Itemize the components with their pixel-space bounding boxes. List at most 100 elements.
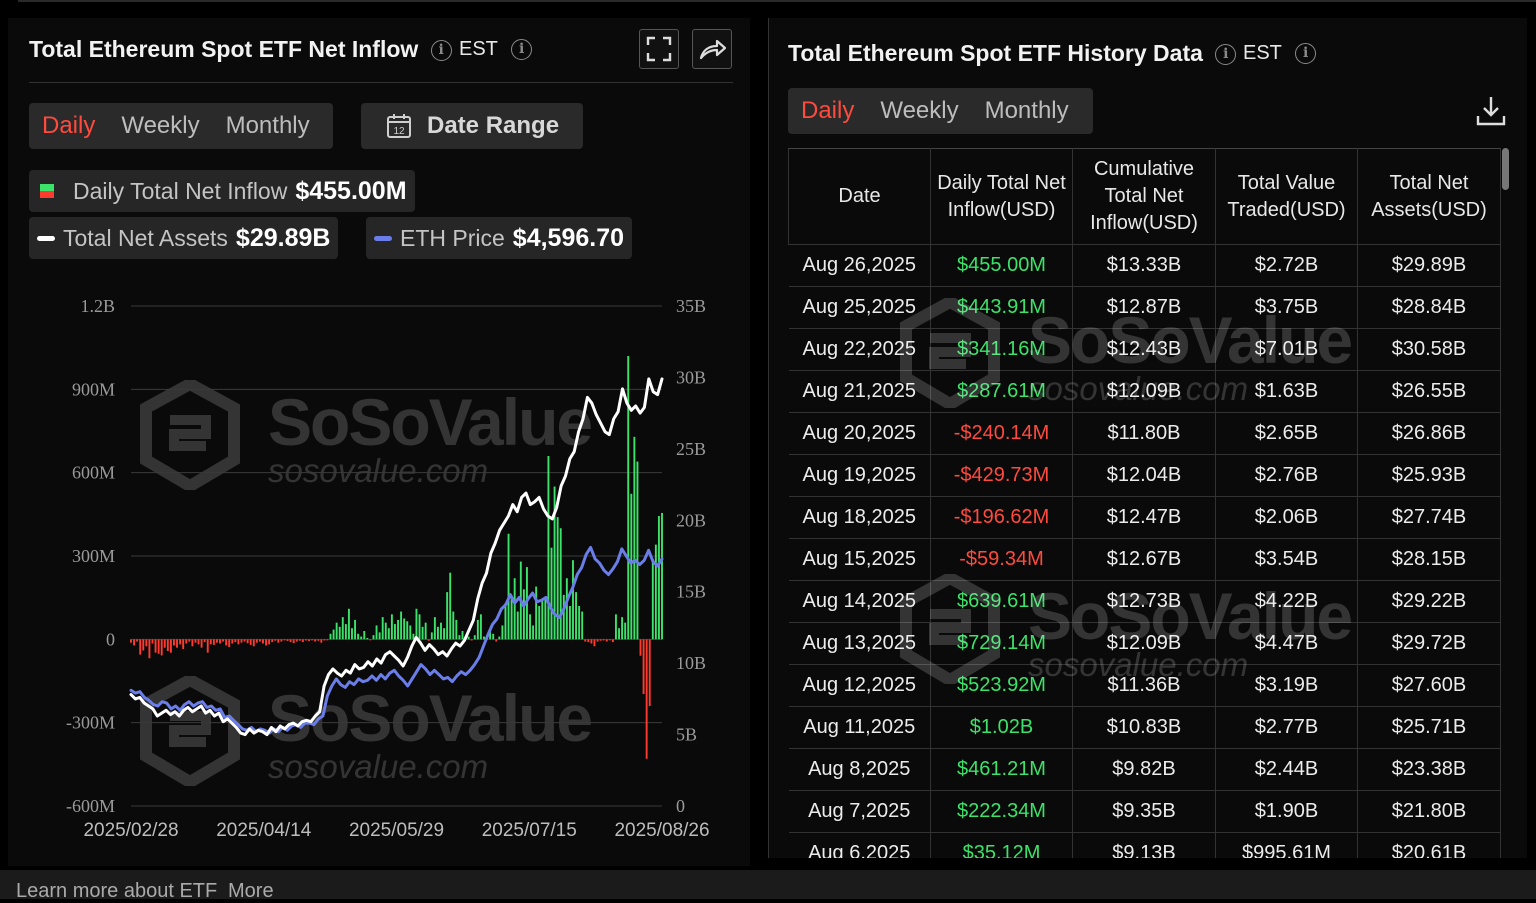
inflow-bar: [280, 639, 283, 642]
eth-price-line: [129, 545, 664, 735]
history-table: Date Daily Total Net Inflow(USD) Cumulat…: [788, 148, 1501, 858]
inflow-bar: [621, 617, 624, 640]
inflow-bar: [157, 639, 160, 654]
tab-monthly[interactable]: Monthly: [984, 97, 1069, 124]
inflow-bar: [602, 639, 605, 641]
tab-weekly[interactable]: Weekly: [880, 97, 959, 124]
inflow-bar: [133, 639, 136, 646]
inflow-bar: [449, 572, 452, 640]
cell-daily-inflow: $729.14M: [930, 622, 1073, 665]
info-icon[interactable]: i: [430, 40, 452, 62]
legend-value: $29.89B: [235, 223, 331, 252]
download-icon[interactable]: [1474, 94, 1508, 128]
legend-daily-inflow[interactable]: Daily Total Net Inflow $455.00M: [29, 170, 415, 212]
date-range-button[interactable]: 12 Date Range: [361, 103, 583, 149]
inflow-bar: [492, 633, 495, 640]
cell-cumulative-inflow: $9.82B: [1072, 748, 1216, 791]
inflow-bar: [639, 639, 642, 656]
table-row: Aug 13,2025 $729.14M $12.09B $4.47B $29.72B: [788, 622, 1501, 665]
cell-date: Aug 21,2025: [788, 370, 931, 413]
inflow-bar: [369, 639, 372, 641]
cell-date: Aug 18,2025: [788, 496, 931, 539]
inflow-bar: [516, 611, 519, 640]
inflow-bar: [590, 639, 593, 644]
inflow-bar: [455, 619, 458, 640]
inflow-bar: [458, 635, 461, 640]
inflow-bar: [203, 639, 206, 643]
table-row: Aug 15,2025 -$59.34M $12.67B $3.54B $28.15B: [788, 538, 1501, 581]
timezone-info-icon[interactable]: i: [1295, 43, 1317, 65]
inflow-bar: [240, 639, 243, 643]
inflow-bar: [378, 632, 381, 640]
timezone-label: EST i: [459, 38, 533, 61]
cell-daily-inflow: $443.91M: [930, 286, 1073, 329]
legend-total-net-assets[interactable]: Total Net Assets $29.89B: [29, 217, 339, 259]
cell-daily-inflow: -$59.34M: [930, 538, 1073, 581]
net-inflow-panel: [8, 18, 750, 866]
cell-date: Aug 14,2025: [788, 580, 931, 623]
cell-daily-inflow: $287.61M: [930, 370, 1073, 413]
cell-cumulative-inflow: $12.09B: [1072, 370, 1216, 413]
inflow-bar: [384, 622, 387, 640]
fullscreen-button[interactable]: [639, 29, 679, 69]
cell-net-assets: $27.74B: [1357, 496, 1501, 539]
chart-title: Total Ethereum Spot ETF Net Inflow i: [29, 36, 452, 63]
inflow-bar: [148, 639, 151, 659]
inflow-bar: [593, 639, 596, 647]
column-header-daily-inflow[interactable]: Daily Total Net Inflow(USD): [930, 148, 1073, 245]
inflow-bar: [179, 639, 182, 645]
column-header-cumulative-inflow[interactable]: Cumulative Total Net Inflow(USD): [1072, 148, 1216, 245]
inflow-bar: [587, 639, 590, 643]
table-row: Aug 18,2025 -$196.62M $12.47B $2.06B $27.74B: [788, 496, 1501, 539]
inflow-bar: [182, 639, 185, 650]
inflow-bar: [568, 606, 571, 640]
expand-icon: [646, 36, 672, 62]
inflow-bar: [354, 619, 357, 640]
column-header-date[interactable]: Date: [788, 148, 931, 245]
cell-date: Aug 6,2025: [788, 832, 931, 858]
inflow-bar: [578, 606, 581, 640]
legend-eth-price[interactable]: ETH Price $4,596.70: [366, 217, 633, 259]
inflow-bar: [529, 614, 531, 640]
info-icon[interactable]: i: [1215, 44, 1237, 66]
cell-cumulative-inflow: $12.87B: [1072, 286, 1216, 329]
tab-monthly[interactable]: Monthly: [225, 112, 310, 139]
inflow-bar: [305, 639, 307, 641]
y-right-tick-label: 10B: [676, 653, 706, 673]
inflow-bar: [188, 639, 191, 642]
bar-legend-icon: [40, 184, 54, 198]
tab-weekly[interactable]: Weekly: [121, 112, 200, 139]
tab-daily[interactable]: Daily: [801, 97, 855, 124]
more-link[interactable]: More: [228, 880, 274, 902]
inflow-bar: [375, 625, 378, 640]
tab-daily[interactable]: Daily: [42, 112, 96, 139]
column-header-net-assets[interactable]: Total Net Assets(USD): [1357, 148, 1501, 245]
cell-value-traded: $2.65B: [1215, 412, 1358, 455]
timezone-info-icon[interactable]: i: [511, 39, 533, 61]
inflow-bar: [200, 639, 203, 648]
table-scrollbar[interactable]: [1502, 148, 1509, 190]
right-period-tabs: Daily Weekly Monthly: [788, 88, 1093, 134]
cell-date: Aug 20,2025: [788, 412, 931, 455]
inflow-bar: [510, 597, 513, 640]
inflow-bar: [212, 639, 215, 645]
cell-daily-inflow: $341.16M: [930, 328, 1073, 371]
inflow-bar: [252, 639, 255, 647]
inflow-bar: [255, 639, 258, 643]
inflow-bar: [314, 639, 317, 642]
inflow-bar: [550, 547, 553, 640]
column-header-value-traded[interactable]: Total Value Traded(USD): [1215, 148, 1358, 245]
cell-daily-inflow: $455.00M: [930, 244, 1073, 287]
inflow-bar: [599, 639, 602, 641]
share-icon: [699, 39, 727, 60]
table-row: Aug 7,2025 $222.34M $9.35B $1.90B $21.80B: [788, 790, 1501, 833]
cell-value-traded: $2.06B: [1215, 496, 1358, 539]
learn-more-link[interactable]: Learn more about ETF: [16, 880, 218, 902]
table-row: Aug 12,2025 $523.92M $11.36B $3.19B $27.60B: [788, 664, 1501, 707]
inflow-bar: [415, 608, 418, 640]
cell-net-assets: $27.60B: [1357, 664, 1501, 707]
share-button[interactable]: [692, 29, 732, 69]
inflow-bar: [243, 639, 246, 642]
white-line-legend-icon: [37, 235, 55, 241]
inflow-bar: [329, 633, 332, 640]
